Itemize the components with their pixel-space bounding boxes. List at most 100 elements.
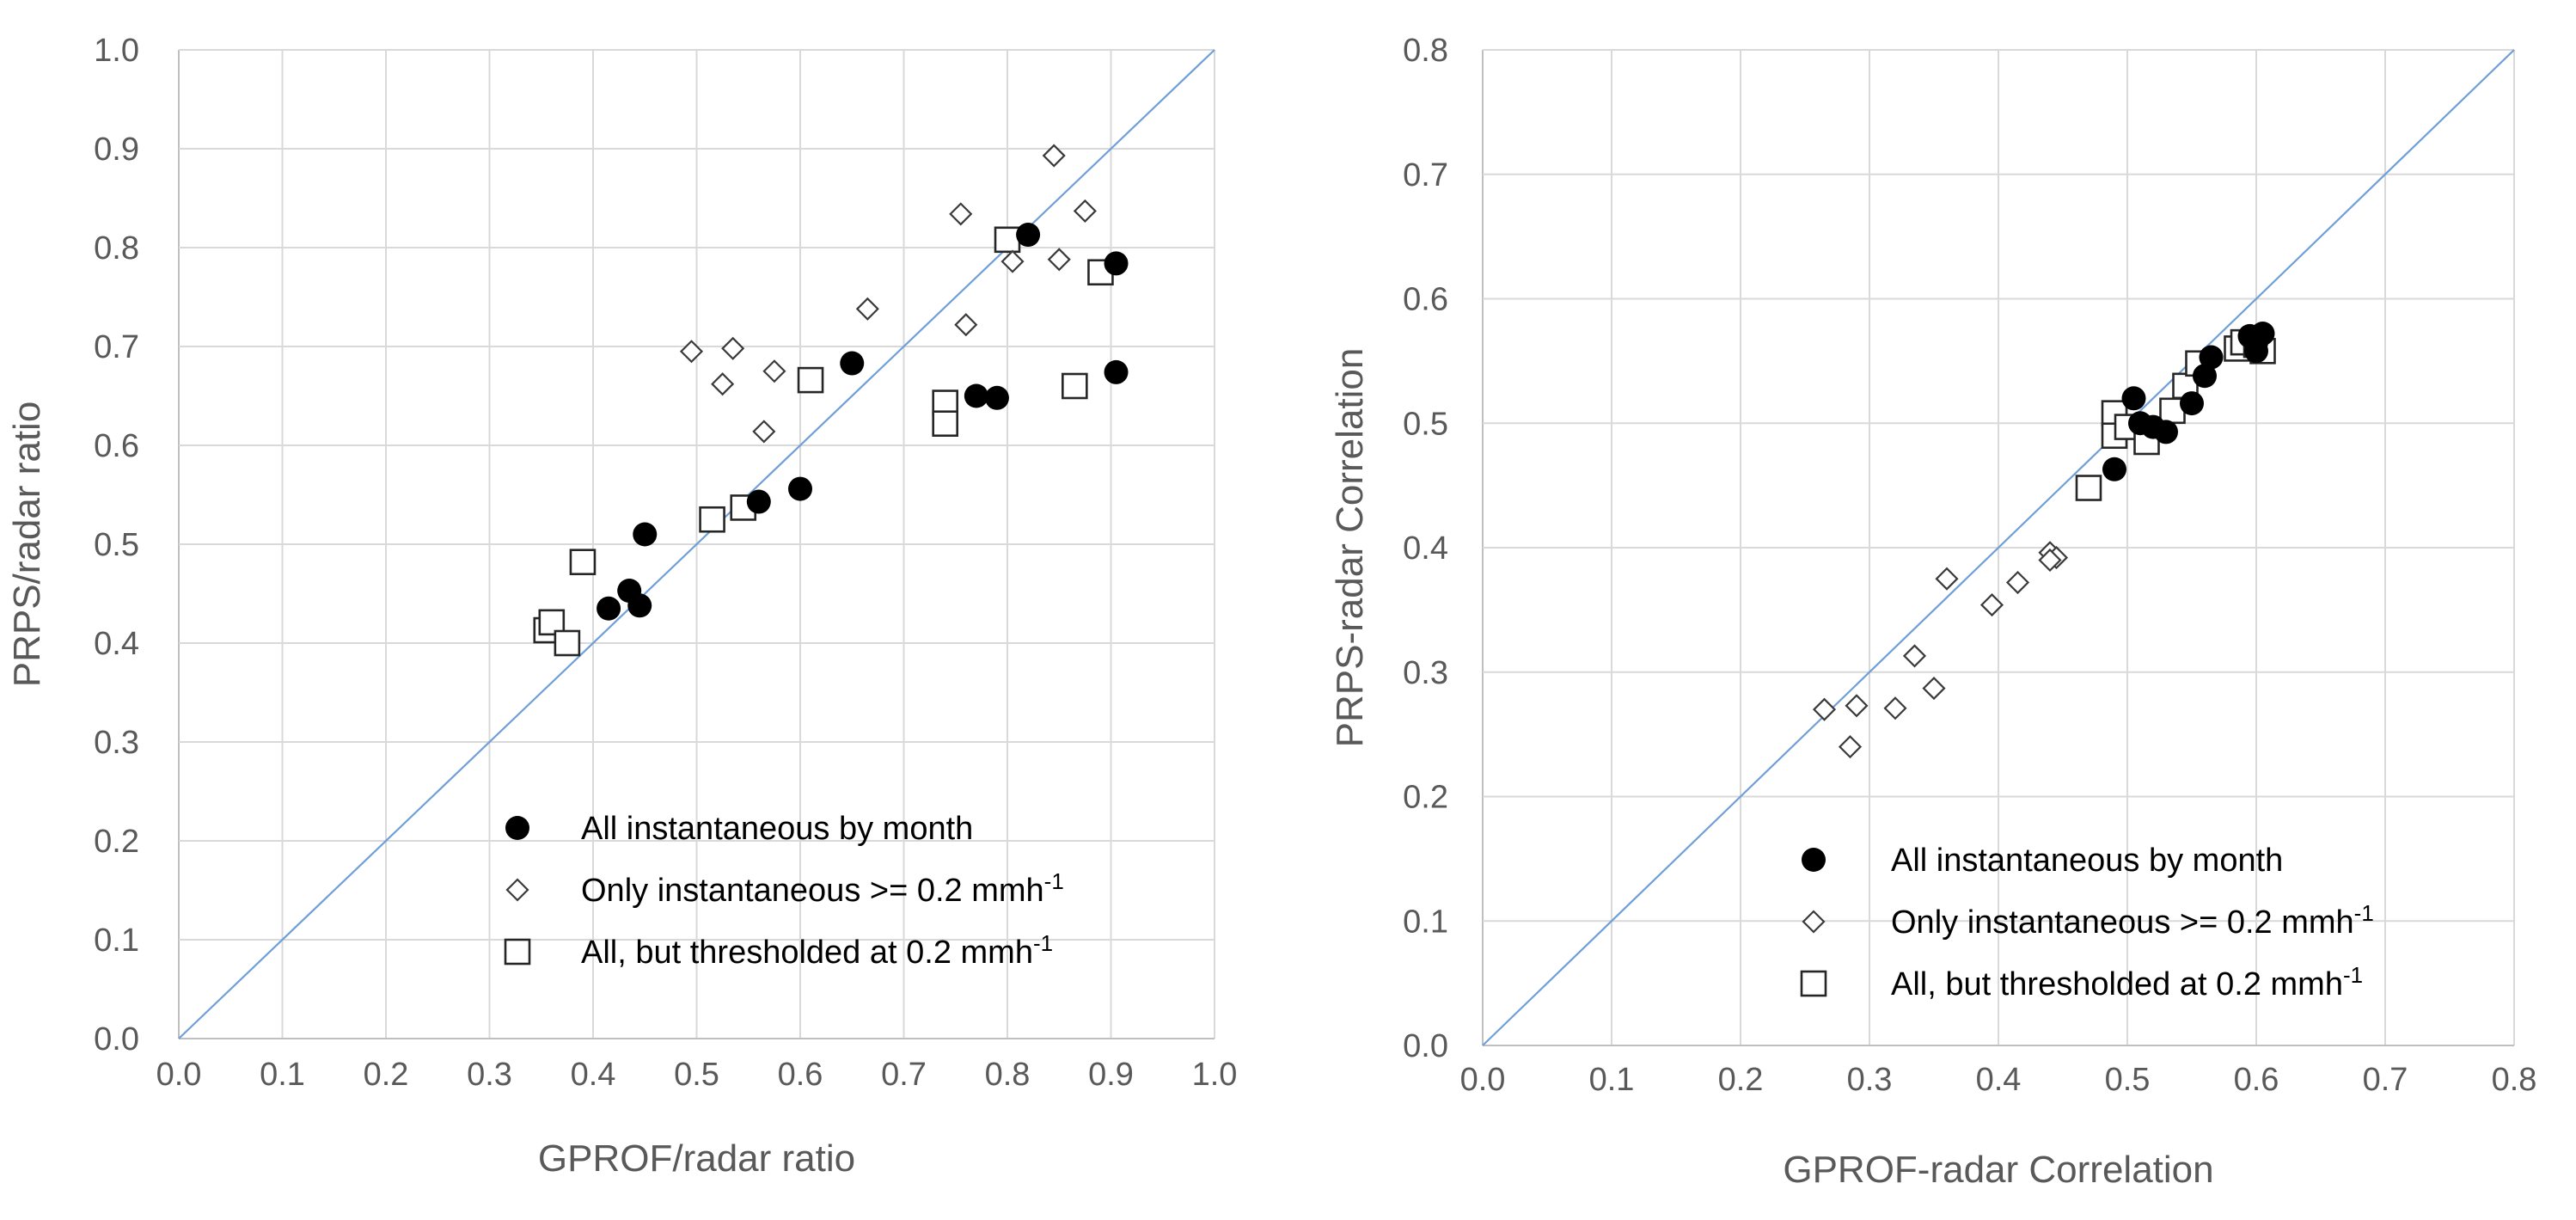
x-tick-label: 0.3 [1847,1062,1893,1098]
data-point-open-diamond [954,313,978,337]
x-tick-label: 0.0 [156,1057,202,1093]
y-tick-label: 0.5 [1403,406,1448,442]
data-point-open-diamond [1935,567,1959,591]
legend-label: All, but thresholded at 0.2 mmh-1 [1891,962,2363,1002]
data-point-open-diamond [2038,548,2062,573]
data-point-filled-circle [964,383,988,408]
identity-line [1482,49,2515,1046]
data-point-open-square [2075,475,2102,501]
y-tick-label: 0.1 [1403,904,1448,940]
y-tick-label: 0.3 [1403,655,1448,691]
x-tick-label: 0.8 [985,1057,1031,1093]
legend-label: All instantaneous by month [1891,843,2283,879]
y-tick-label: 0.3 [94,725,139,761]
x-tick-label: 0.1 [260,1057,305,1093]
data-point-open-diamond [949,202,973,226]
data-point-open-square [994,226,1021,254]
data-point-filled-circle [2193,364,2217,389]
legend-label: Only instantaneous >= 0.2 mmh-1 [1891,900,2374,941]
data-point-filled-circle [788,476,812,501]
x-tick-label: 0.7 [2363,1062,2408,1098]
y-tick-label: 0.4 [94,626,139,662]
x-tick-label: 0.6 [2234,1062,2279,1098]
data-point-open-diamond [855,297,879,321]
data-point-open-diamond [1883,696,1907,720]
identity-line [178,49,1215,1039]
data-point-open-diamond [1812,697,1837,721]
y-tick-label: 1.0 [94,33,139,69]
y-tick-label: 0.5 [94,527,139,563]
y-tick-label: 0.6 [94,428,139,464]
data-point-open-diamond [679,340,704,364]
data-point-filled-circle [984,385,1009,410]
data-point-filled-circle [633,522,658,547]
data-point-filled-circle [2199,345,2224,370]
y-tick-label: 0.8 [94,230,139,267]
chart-ratio: 0.0 0.1 0.2 0.3 0.4 0.5 0.6 0.7 0.8 0.9 1.0 0.0 0.1 0… [6,33,1237,1180]
x-tick-label: 0.2 [1718,1062,1764,1098]
data-point-filled-circle [2102,457,2126,481]
x-tick-label: 0.3 [467,1057,512,1093]
data-point-filled-circle [627,593,652,618]
legend-marker-open-diamond [505,878,529,902]
data-point-open-diamond [2005,570,2030,595]
x-tick-label: 0.0 [1460,1062,1506,1098]
data-point-open-diamond [721,336,745,360]
data-point-open-diamond [762,359,786,383]
data-point-open-diamond [1073,199,1097,224]
x-tick-label: 0.2 [364,1057,409,1093]
data-point-open-diamond [711,372,735,396]
data-point-open-diamond [1979,593,2004,617]
legend-superscript: -1 [2354,900,2374,926]
legend-label: Only instantaneous >= 0.2 mmh-1 [581,868,1064,909]
legend-label: All instantaneous by month [581,811,973,847]
legend-marker-open-diamond [1802,910,1826,934]
y-tick-label: 0.9 [94,132,139,168]
data-point-open-diamond [1845,694,1869,718]
y-axis-title: PRPS-radar Correlation [1329,348,1371,748]
chart-correlation: 0.0 0.1 0.2 0.3 0.4 0.5 0.6 0.7 0.8 0.0 0.1 0.2 0.3 0… [1329,33,2536,1191]
x-tick-label: 0.4 [1976,1062,2022,1098]
x-tick-label: 0.1 [1589,1062,1635,1098]
data-point-open-diamond [1902,644,1927,668]
data-point-open-square [699,506,725,533]
y-tick-label: 0.8 [1403,33,1448,69]
data-point-open-diamond [1042,144,1066,168]
data-point-open-diamond [1922,677,1946,701]
data-point-filled-circle [2180,391,2204,416]
y-tick-label: 0.0 [1403,1028,1448,1064]
data-point-open-diamond [1047,248,1071,272]
y-tick-label: 0.1 [94,923,139,959]
x-tick-label: 0.5 [2105,1062,2151,1098]
data-point-open-square [554,629,581,657]
data-point-filled-circle [1104,359,1129,384]
data-point-open-diamond [1000,249,1025,273]
y-tick-label: 0.7 [1403,157,1448,193]
legend-superscript: -1 [1033,930,1053,956]
x-axis-title: GPROF-radar Correlation [1783,1149,2213,1191]
x-tick-label: 0.5 [674,1057,719,1093]
y-tick-label: 0.6 [1403,282,1448,318]
y-tick-label: 0.4 [1403,530,1448,567]
data-point-filled-circle [1016,223,1041,248]
y-tick-label: 0.2 [94,824,139,860]
data-point-filled-circle [597,596,621,621]
data-point-open-diamond [752,420,776,444]
x-tick-label: 0.6 [778,1057,823,1093]
legend-superscript: -1 [2343,962,2363,988]
y-tick-label: 0.0 [94,1021,139,1058]
y-axis-title: PRPS/radar ratio [6,402,48,688]
data-point-open-square [1062,372,1088,400]
legend-label: All, but thresholded at 0.2 mmh-1 [581,930,1053,971]
data-point-filled-circle [2121,386,2146,411]
x-tick-label: 0.7 [881,1057,927,1093]
data-point-filled-circle [2244,339,2268,364]
x-axis-title: GPROF/radar ratio [538,1137,855,1180]
data-point-filled-circle [840,351,865,376]
x-tick-label: 0.9 [1088,1057,1134,1093]
data-point-filled-circle [1104,251,1129,276]
data-point-open-square [932,410,958,438]
y-tick-label: 0.2 [1403,780,1448,816]
data-point-open-diamond [1838,735,1863,759]
